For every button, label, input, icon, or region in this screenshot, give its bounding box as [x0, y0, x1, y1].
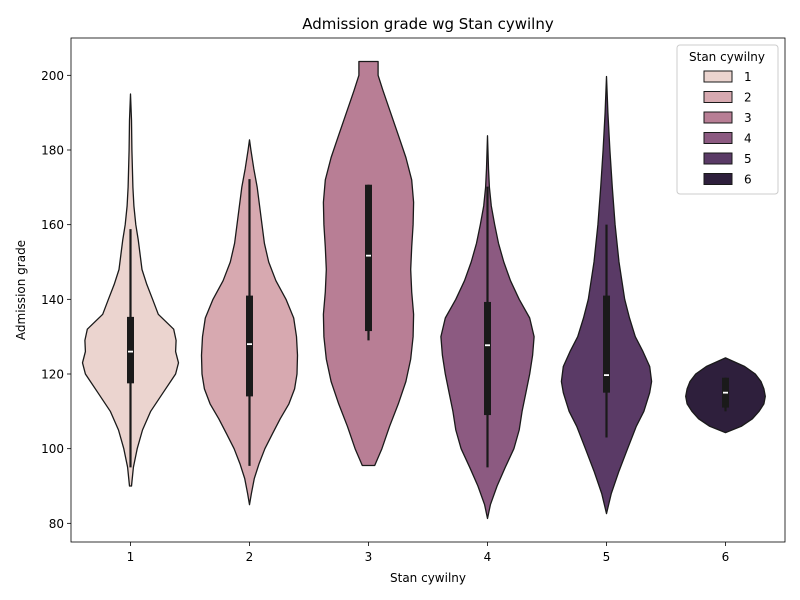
- legend-swatch-1: [703, 70, 733, 83]
- y-tick-label: 160: [41, 218, 64, 232]
- legend: Stan cywilny 1 2 3 4 5 6: [676, 44, 779, 195]
- legend-label-2: 2: [744, 91, 752, 105]
- y-tick-label: 100: [41, 442, 64, 456]
- legend-label-3: 3: [744, 111, 752, 125]
- violin-iqr-box-1: [127, 316, 134, 384]
- violin-iqr-box-5: [603, 295, 610, 393]
- y-tick-label: 120: [41, 368, 64, 382]
- violin-iqr-box-2: [246, 295, 253, 397]
- violin-3: [322, 60, 415, 467]
- x-tick-label: 5: [603, 550, 611, 564]
- x-tick-label: 1: [127, 550, 135, 564]
- x-tick-label: 6: [722, 550, 730, 564]
- violin-6: [685, 357, 766, 434]
- legend-label-5: 5: [744, 152, 752, 166]
- violin-iqr-box-3: [365, 184, 372, 332]
- violin-2: [200, 139, 299, 506]
- x-axis-label: Stan cywilny: [390, 571, 466, 585]
- legend-label-4: 4: [744, 132, 752, 146]
- x-axis: 1 2 3 4 5 6: [127, 542, 730, 564]
- violins-group: [81, 60, 766, 520]
- legend-items: 1 2 3 4 5 6: [703, 70, 752, 187]
- legend-swatch-4: [703, 132, 733, 144]
- x-tick-label: 4: [484, 550, 492, 564]
- legend-swatch-2: [703, 91, 733, 103]
- x-tick-label: 2: [246, 550, 254, 564]
- violin-iqr-box-4: [484, 301, 491, 416]
- violin-4: [440, 135, 535, 520]
- violin-5: [560, 75, 653, 515]
- x-tick-label: 3: [365, 550, 373, 564]
- legend-swatch-5: [703, 152, 733, 165]
- y-tick-label: 180: [41, 144, 64, 158]
- y-tick-label: 200: [41, 69, 64, 83]
- y-tick-label: 140: [41, 293, 64, 307]
- y-axis: 80 100 120 140 160 180 200: [41, 69, 71, 531]
- legend-swatch-6: [703, 173, 733, 185]
- plot-area: [70, 37, 786, 543]
- y-axis-label: Admission grade: [14, 240, 28, 340]
- legend-label-6: 6: [744, 173, 752, 187]
- legend-title: Stan cywilny: [689, 50, 765, 64]
- violin-1: [81, 93, 180, 487]
- y-tick-label: 80: [49, 517, 64, 531]
- chart-title: Admission grade wg Stan cywilny: [302, 15, 554, 33]
- legend-label-1: 1: [744, 70, 752, 84]
- legend-swatch-3: [703, 111, 733, 124]
